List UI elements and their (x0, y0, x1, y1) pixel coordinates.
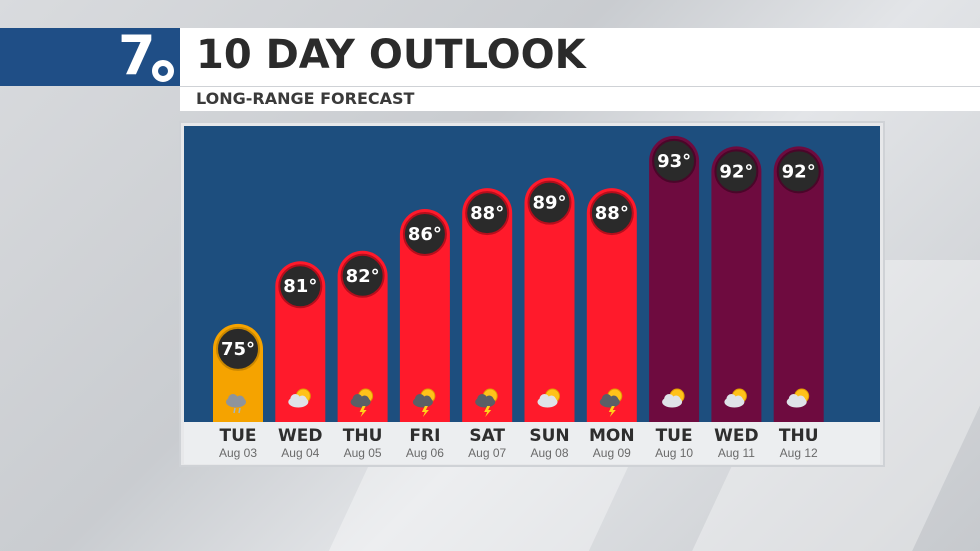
day-label: FRI (409, 426, 440, 446)
day-label: TUE (219, 426, 256, 446)
day-label: SAT (469, 426, 505, 446)
value-label-circle (278, 264, 323, 309)
date-label: Aug 03 (219, 446, 257, 460)
value-label: 88° (470, 203, 504, 224)
thunderstorm-icon (350, 388, 374, 417)
thunderstorm-icon (475, 388, 498, 417)
cbs-eye-icon (150, 58, 176, 84)
day-label: WED (714, 426, 758, 446)
date-label: Aug 12 (780, 446, 818, 460)
day-label: WED (278, 426, 322, 446)
thunderstorm-icon (599, 388, 623, 417)
value-label: 92° (719, 161, 753, 182)
value-label: 89° (532, 193, 566, 214)
date-label: Aug 10 (655, 446, 693, 460)
date-label: Aug 08 (530, 446, 568, 460)
date-label: Aug 11 (718, 446, 755, 460)
date-label: Aug 04 (281, 446, 319, 460)
day-label: TUE (656, 426, 693, 446)
day-label: MON (589, 426, 635, 446)
bar (586, 188, 637, 422)
value-label: 88° (595, 203, 629, 224)
logo-seven: 7 (118, 24, 156, 87)
value-label-circle (527, 180, 572, 225)
bar (524, 177, 575, 422)
value-label-circle (776, 149, 821, 194)
rain-cloud-icon (226, 394, 246, 414)
day-label: THU (343, 426, 383, 446)
value-label-circle (216, 326, 260, 371)
value-label-circle (465, 191, 510, 236)
value-label: 92° (782, 161, 816, 182)
date-label: Aug 09 (593, 446, 631, 460)
day-label: SUN (529, 426, 569, 446)
bar (711, 146, 762, 422)
subtitle-bar (180, 86, 980, 111)
station-logo: 7 (0, 24, 180, 87)
thunderstorm-icon (412, 388, 436, 417)
mostly-sunny-icon (786, 388, 810, 408)
value-label: 86° (408, 224, 442, 245)
mostly-sunny-icon (724, 388, 747, 408)
date-label: Aug 07 (468, 446, 506, 460)
page-subtitle: LONG-RANGE FORECAST (196, 89, 415, 108)
bar (773, 146, 824, 422)
value-label-circle (589, 191, 634, 236)
bar (399, 208, 450, 422)
value-label-circle (402, 212, 447, 256)
date-label: Aug 05 (344, 446, 382, 460)
value-label: 93° (657, 151, 691, 172)
bar (649, 135, 700, 422)
axis-strip (184, 422, 880, 464)
page-title: 10 DAY OUTLOOK (196, 32, 586, 78)
value-label-circle (714, 149, 759, 194)
date-label: Aug 06 (406, 446, 444, 460)
partly-cloudy-icon (537, 388, 560, 408)
value-label: 75° (221, 339, 255, 360)
bar (462, 188, 513, 422)
day-label: THU (779, 426, 819, 446)
mostly-sunny-icon (662, 388, 685, 408)
partly-cloudy-icon (288, 388, 311, 408)
value-label-circle (652, 138, 697, 183)
value-label-circle (340, 253, 385, 298)
value-label: 82° (346, 266, 380, 287)
value-label: 81° (283, 276, 317, 297)
